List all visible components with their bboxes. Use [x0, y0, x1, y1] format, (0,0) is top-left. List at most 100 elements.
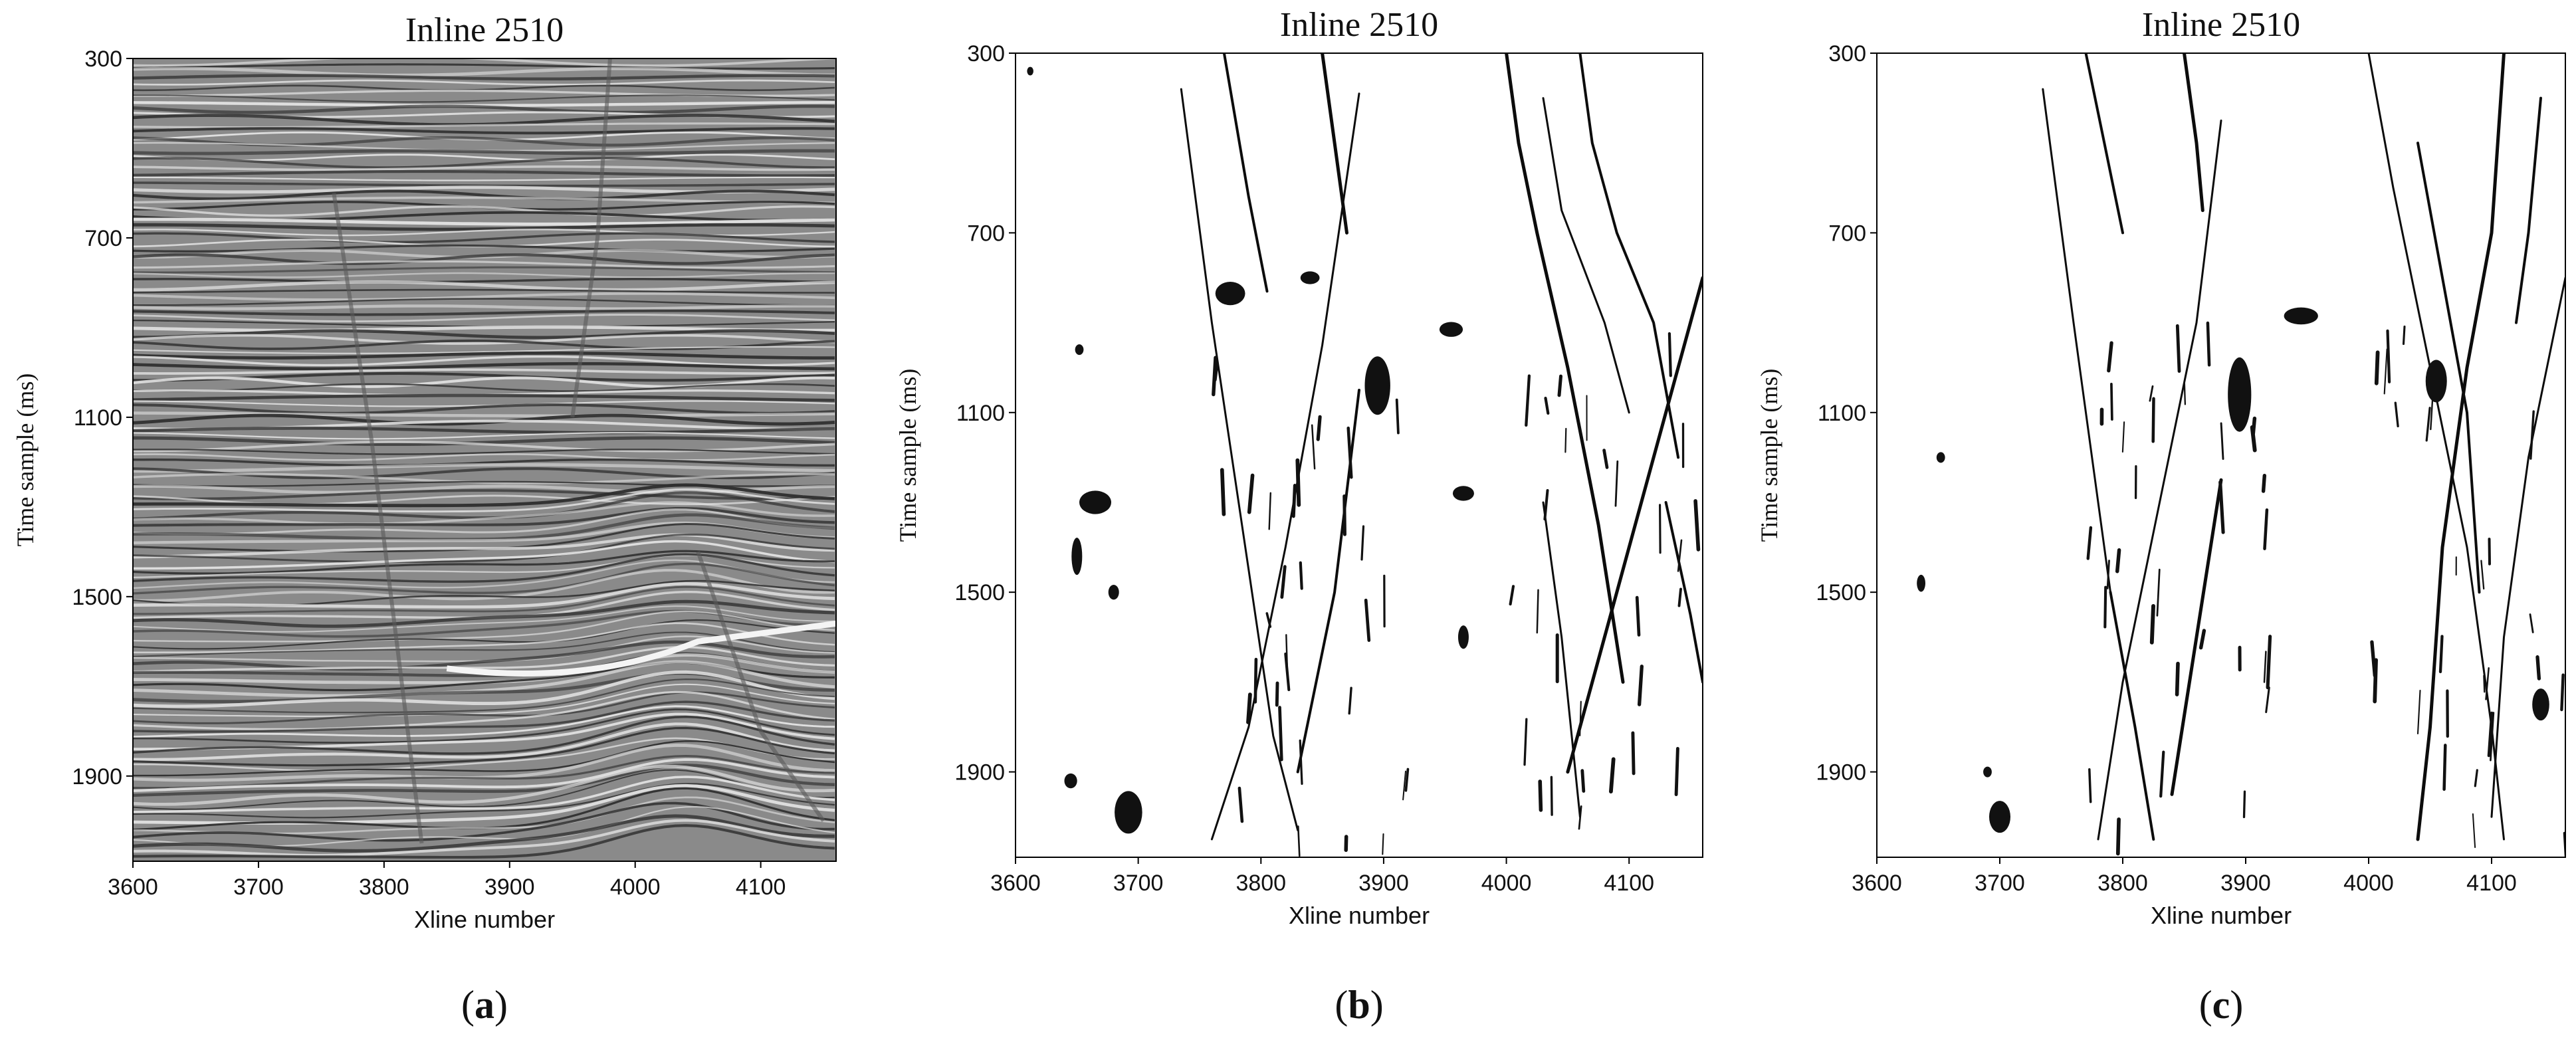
- fault-fragment: [2373, 658, 2378, 704]
- x-tick-label: 3800: [2097, 871, 2148, 896]
- fault-fragment: [2218, 480, 2225, 534]
- fault-fragment: [2480, 560, 2485, 590]
- seismic-reflector: [133, 149, 835, 156]
- seismic-reflector: [133, 157, 835, 169]
- seismic-reflector: [133, 325, 835, 332]
- fault-fragment: [1253, 657, 1258, 704]
- seismic-reflector: [133, 458, 835, 467]
- fault-fragment: [1557, 374, 1562, 397]
- seismic-reflector: [133, 362, 835, 371]
- seismic-reflector: [133, 581, 835, 609]
- y-tick-label: 300: [84, 47, 122, 72]
- fault-fragment: [2115, 817, 2121, 856]
- fault-fragment: [1543, 489, 1549, 521]
- y-tick-label: 1100: [956, 401, 1005, 426]
- y-axis-label: Time sample (ms): [895, 369, 921, 542]
- fault-fragment: [2560, 673, 2565, 712]
- fault-fragment: [2442, 744, 2447, 791]
- fault-fragment: [2220, 422, 2224, 461]
- seismic-reflector: [133, 217, 835, 226]
- fault-fragment: [2175, 324, 2181, 373]
- fault-trace: [696, 551, 825, 823]
- seismic-reflector: [133, 63, 835, 70]
- seismic-reflector: [133, 640, 835, 671]
- fault-fragment: [2159, 750, 2165, 798]
- seismic-reflector: [133, 683, 835, 717]
- fault-fragment: [1404, 768, 1410, 792]
- panel-label: (a): [461, 983, 508, 1027]
- fault-fragment: [2394, 401, 2399, 428]
- seismic-reflector: [133, 346, 835, 354]
- seismic-reflector: [133, 351, 835, 360]
- fault-fragment: [1523, 718, 1528, 766]
- seismic-reflector: [133, 453, 835, 461]
- seismic-reflector: [133, 266, 835, 274]
- fault-fragment: [1602, 449, 1609, 469]
- seismic-reflector: [133, 411, 835, 417]
- fault-fragment: [2474, 769, 2478, 787]
- fault-fragment: [1635, 595, 1641, 637]
- fault-fragment: [1382, 833, 1384, 855]
- panel-label-letter: a: [475, 983, 494, 1027]
- seismic-reflector: [133, 764, 835, 797]
- seismic-reflector: [133, 824, 835, 859]
- fault-fragment: [2156, 568, 2161, 617]
- fault-fragment: [2261, 474, 2266, 493]
- seismic-reflector: [133, 631, 835, 657]
- seismic-reflector: [133, 553, 835, 583]
- y-tick-label: 1100: [1818, 401, 1866, 426]
- plot-frame: [132, 58, 837, 862]
- seismic-reflector: [133, 670, 835, 708]
- seismic-reflector: [133, 508, 835, 536]
- fault-blob: [1439, 322, 1463, 337]
- y-tick-label: 300: [967, 41, 1005, 66]
- panel-title: Inline 2510: [405, 11, 564, 49]
- fault-fragment: [1299, 739, 1303, 785]
- fault-blob: [1364, 356, 1390, 415]
- fault-fragment: [1536, 589, 1539, 634]
- fault-fragment: [1237, 786, 1244, 823]
- seismic-reflector: [133, 700, 835, 733]
- fault-fragment: [2088, 768, 2092, 803]
- seismic-reflector: [133, 678, 835, 714]
- fault-blob: [1027, 66, 1033, 76]
- fault-fragment: [1564, 427, 1567, 453]
- x-tick-label: 3900: [2220, 871, 2271, 896]
- x-tick-label: 3600: [990, 871, 1041, 896]
- y-tick-label: 300: [1828, 41, 1866, 66]
- seismic-reflector: [133, 104, 835, 114]
- panel-label-letter: b: [1348, 983, 1370, 1027]
- fault-fragment: [2529, 613, 2534, 633]
- fault-blob: [1075, 344, 1084, 356]
- seismic-reflector: [133, 244, 835, 253]
- fault-fragment: [1544, 397, 1550, 415]
- seismic-reflector: [133, 272, 835, 278]
- fault-fragment: [2374, 350, 2380, 385]
- y-axis-label: Time sample (ms): [12, 373, 39, 547]
- seismic-reflector: [133, 569, 835, 602]
- fault-trace: [2367, 53, 2505, 841]
- seismic-reflector: [133, 383, 835, 392]
- fault-fragment: [1579, 700, 1582, 736]
- seismic-reflector: [133, 722, 835, 762]
- fault-fragment: [2151, 397, 2155, 443]
- x-tick-label: 4000: [610, 875, 661, 900]
- fault-blob: [1936, 452, 1945, 463]
- fault-fragment: [1297, 825, 1301, 857]
- panel-a: 300 700 1100 1500 1900 3600 3700 3800 3900 4000 41…: [12, 11, 837, 1027]
- fault-trace: [1210, 92, 1360, 841]
- seismic-reflector: [133, 715, 835, 755]
- fault-fragment: [2266, 635, 2272, 690]
- seismic-reflector: [133, 726, 835, 767]
- fault-fragment: [1395, 398, 1400, 435]
- seismic-reflector: [133, 562, 835, 595]
- fault-fragment: [1212, 356, 1218, 397]
- fault-blob: [1457, 625, 1469, 649]
- x-tick-label: 3900: [484, 875, 535, 900]
- seismic-reflector: [133, 436, 835, 447]
- y-tick-label: 700: [967, 221, 1005, 246]
- fault-fragment: [1580, 769, 1586, 793]
- fault-trace: [2084, 53, 2124, 235]
- fault-fragment: [2086, 526, 2093, 560]
